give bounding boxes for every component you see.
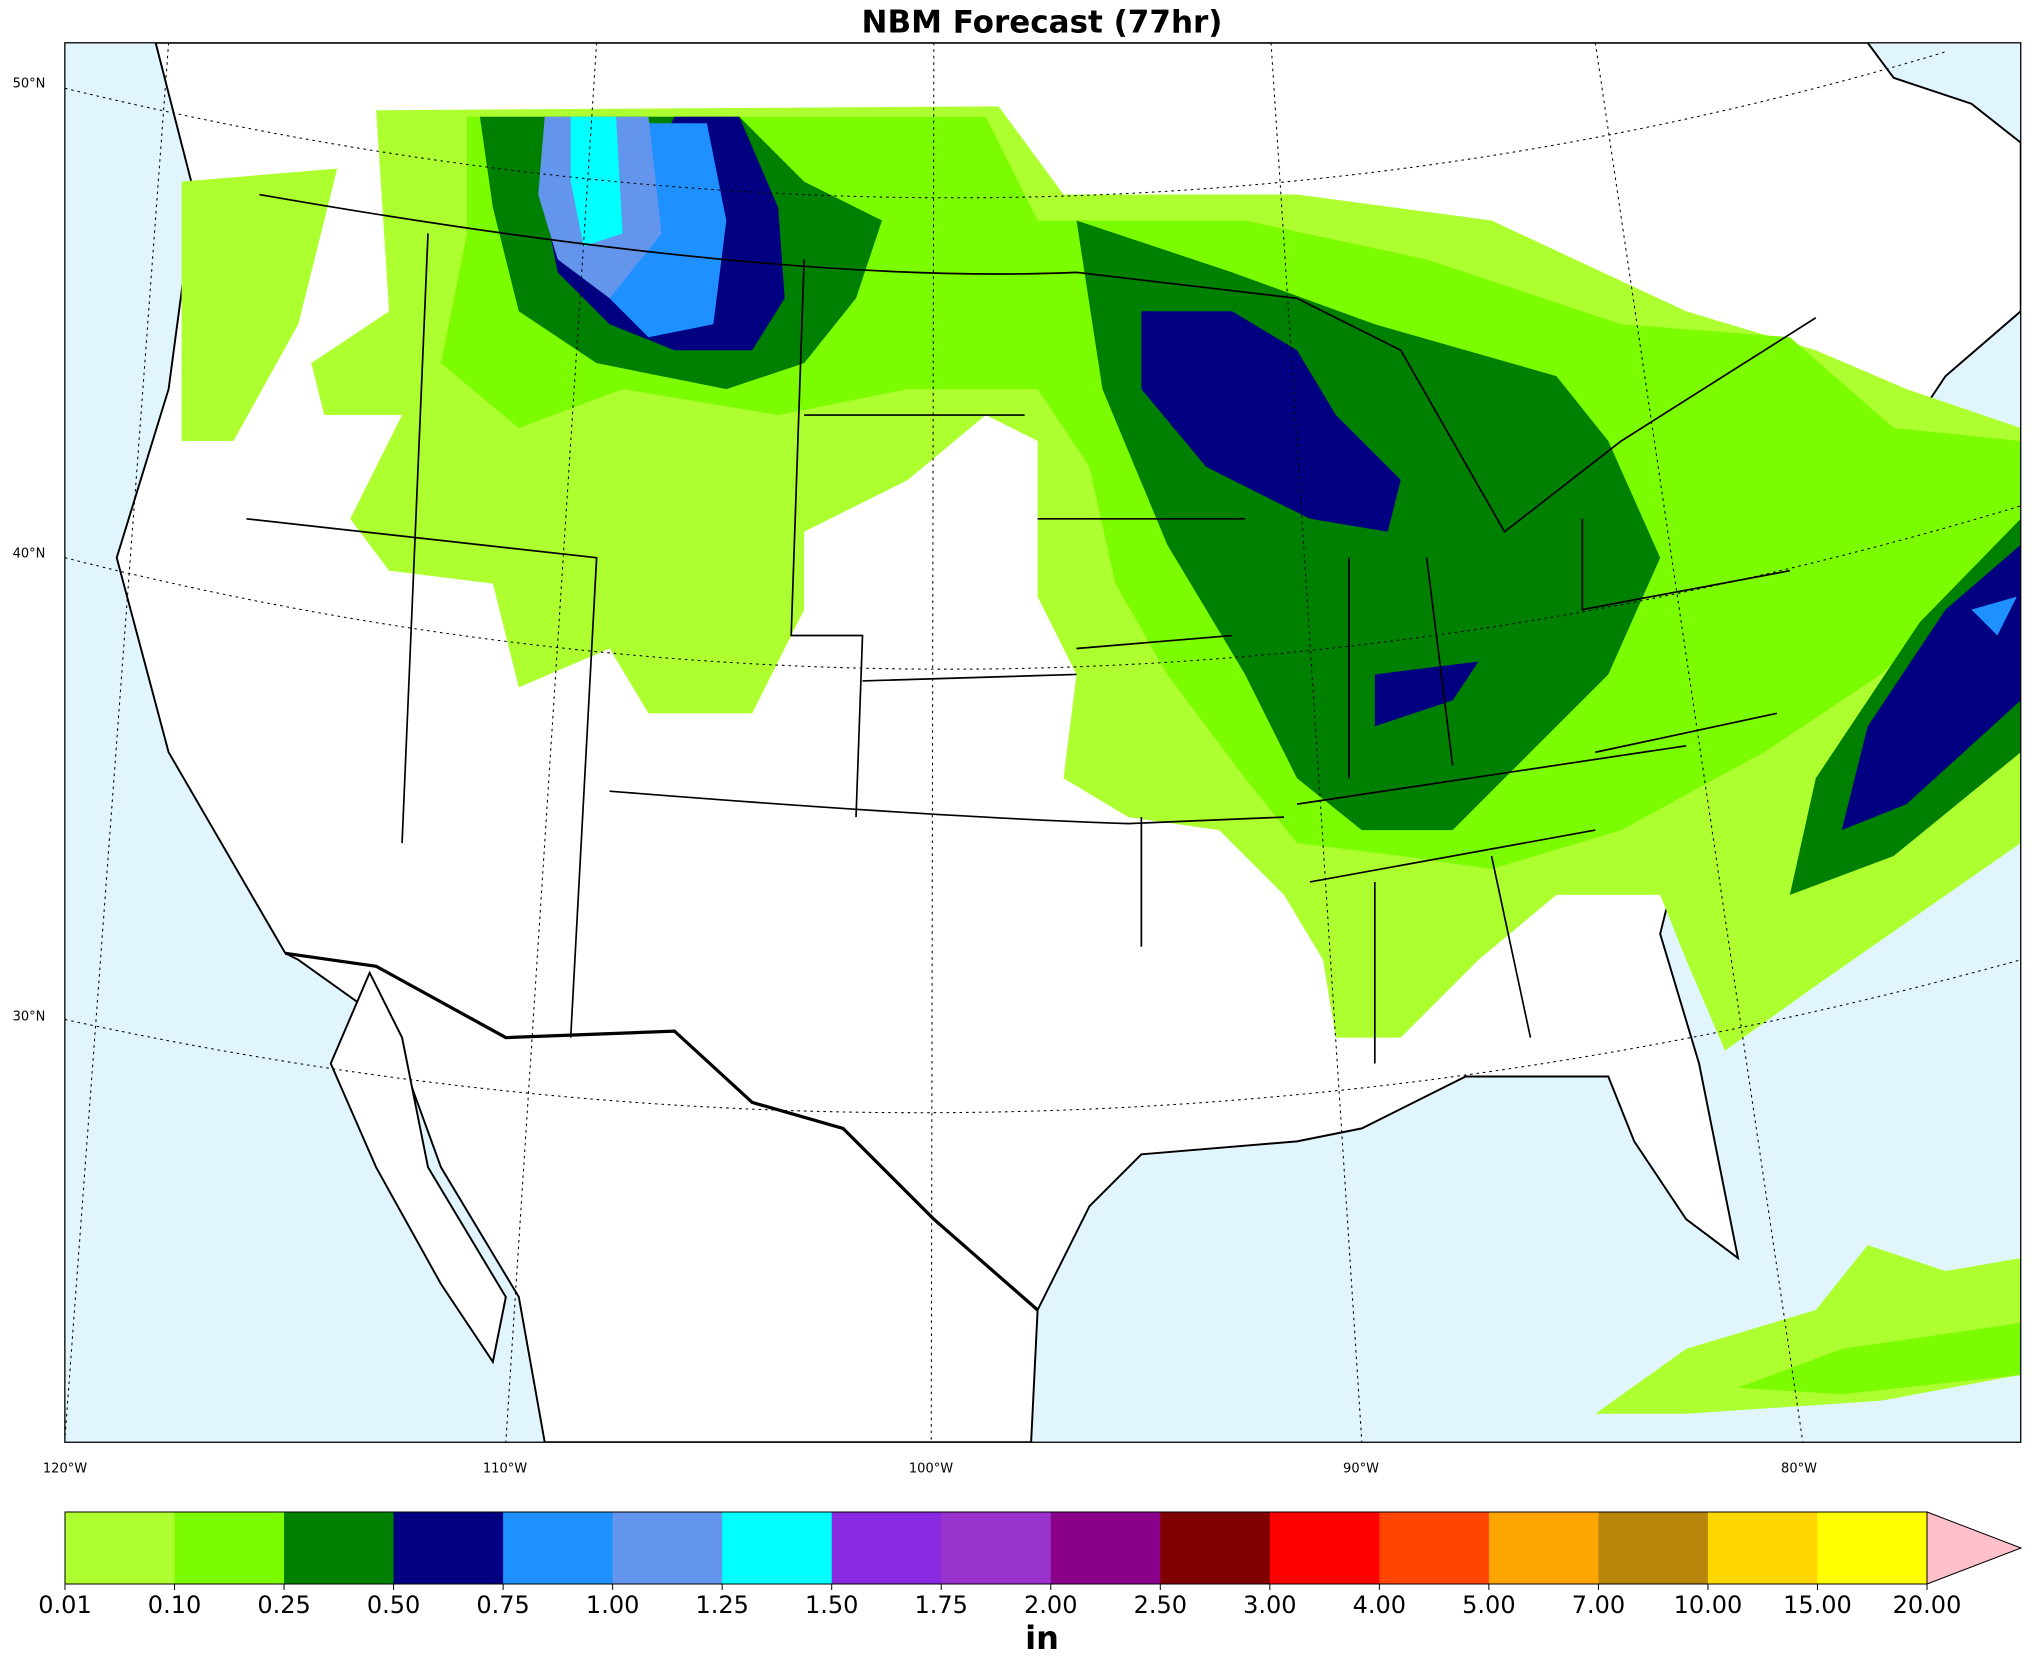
axis-labels: 50°N 40°N 30°N 120°W 110°W 100°W 90°W 80… bbox=[13, 77, 1817, 1477]
precip-areas bbox=[181, 106, 2021, 1414]
colorbar-segment bbox=[393, 1512, 504, 1584]
colorbar-segment bbox=[174, 1512, 285, 1584]
colorbar-tick-label: 20.00 bbox=[1893, 1591, 1962, 1619]
colorbar-segment bbox=[722, 1512, 833, 1584]
map bbox=[64, 42, 2022, 1443]
colorbar-tick-label: 0.50 bbox=[367, 1591, 420, 1619]
colorbar-segment bbox=[284, 1512, 395, 1584]
title: NBM Forecast (77hr) bbox=[862, 5, 1223, 41]
colorbar-tick-label: 0.75 bbox=[476, 1591, 529, 1619]
lat-label: 50°N bbox=[13, 77, 46, 92]
colorbar-tick-label: 3.00 bbox=[1243, 1591, 1296, 1619]
colorbar-extend bbox=[1926, 1511, 2023, 1585]
colorbar-segment bbox=[1379, 1512, 1490, 1584]
lon-label: 120°W bbox=[43, 1462, 87, 1477]
lat-label: 30°N bbox=[13, 1010, 46, 1025]
lon-label: 100°W bbox=[909, 1462, 953, 1477]
colorbar-tick-label: 0.25 bbox=[257, 1591, 310, 1619]
colorbar-tick-label: 10.00 bbox=[1674, 1591, 1743, 1619]
colorbar-segment bbox=[612, 1512, 723, 1584]
colorbar-frame bbox=[64, 1511, 1928, 1585]
graticule bbox=[64, 42, 2021, 1443]
lon-label: 90°W bbox=[1343, 1462, 1379, 1477]
lon-label: 110°W bbox=[483, 1462, 527, 1477]
baja bbox=[329, 970, 507, 1365]
colorbar-segment bbox=[1160, 1512, 1271, 1584]
colorbar-unit: in bbox=[1025, 1619, 1059, 1657]
colorbar-tick-label: 4.00 bbox=[1353, 1591, 1406, 1619]
colorbar-segment bbox=[1050, 1512, 1161, 1584]
colorbar-tick-label: 1.00 bbox=[586, 1591, 639, 1619]
colorbar-segment bbox=[1488, 1512, 1599, 1584]
colorbar-segment bbox=[65, 1512, 176, 1584]
lon-label: 80°W bbox=[1781, 1462, 1817, 1477]
colorbar: 0.01 0.10 0.25 0.50 0.75 1.00 1.25 1.50 1.75 2.00… bbox=[38, 1511, 2023, 1619]
colorbar-segment bbox=[1269, 1512, 1380, 1584]
colorbar-tick-label: 5.00 bbox=[1462, 1591, 1515, 1619]
colorbar-tick-label: 7.00 bbox=[1572, 1591, 1625, 1619]
lat-label: 40°N bbox=[13, 547, 46, 562]
colorbar-tick-label: 2.00 bbox=[1024, 1591, 1077, 1619]
map-frame bbox=[64, 42, 2022, 1443]
colorbar-tick-label: 1.25 bbox=[695, 1591, 748, 1619]
colorbar-tick-label: 15.00 bbox=[1783, 1591, 1852, 1619]
colorbar-tick-label: 0.10 bbox=[148, 1591, 201, 1619]
colorbar-segment bbox=[1598, 1512, 1709, 1584]
borders bbox=[246, 193, 1817, 1312]
colorbar-segment bbox=[831, 1512, 942, 1584]
colorbar-tick-label: 2.50 bbox=[1134, 1591, 1187, 1619]
colorbar-tick-label: 1.50 bbox=[805, 1591, 858, 1619]
colorbar-segment bbox=[1707, 1512, 1818, 1584]
colorbar-tick-label: 1.75 bbox=[915, 1591, 968, 1619]
colorbar-segment bbox=[1817, 1512, 1928, 1584]
colorbar-segment bbox=[941, 1512, 1052, 1584]
colorbar-tick-label: 0.01 bbox=[38, 1591, 91, 1619]
colorbar-segment bbox=[503, 1512, 614, 1584]
